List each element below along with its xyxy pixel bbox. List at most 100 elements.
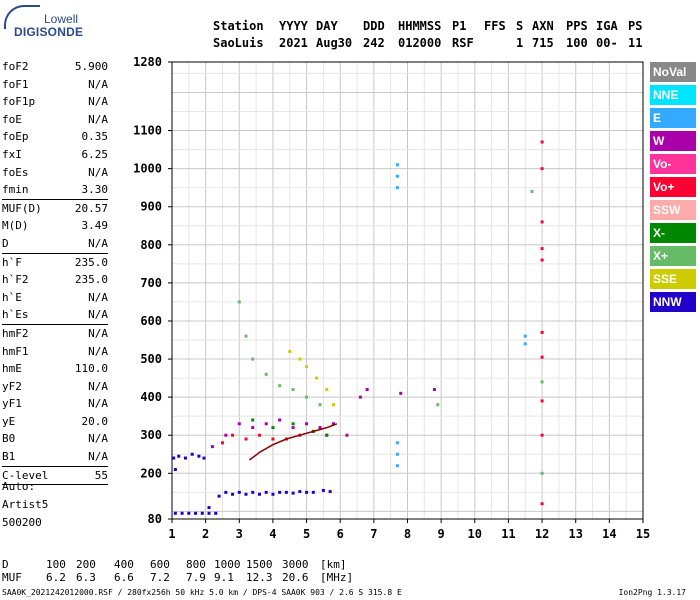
dmuf-d-value: 600 [150, 558, 170, 571]
param-value: N/A [88, 165, 108, 179]
header-value: Aug30 [316, 36, 353, 50]
param-label: foF2 [2, 60, 29, 73]
param-value: 6.25 [81, 147, 109, 161]
x-tick-label: 9 [438, 527, 445, 541]
echo-point [540, 247, 544, 251]
param-separator [2, 465, 108, 467]
param-row: foF1p N/A [2, 93, 108, 111]
param-value: 110.0 [74, 362, 108, 376]
param-label: hmE [2, 362, 22, 376]
echo-point [395, 174, 399, 178]
param-row: B0 N/A [2, 430, 108, 448]
echo-point [214, 511, 218, 515]
echo-point [231, 492, 235, 496]
dmuf-muf-value: 6.3 [76, 571, 96, 584]
param-label: yF1 [2, 397, 22, 411]
echo-point [523, 334, 527, 338]
header-label: AXN [532, 19, 554, 33]
param-value: N/A [88, 77, 108, 91]
x-tick-label: 1 [168, 527, 175, 541]
header-value: 2021 [279, 36, 308, 50]
echo-point [321, 488, 325, 492]
echo-point [540, 433, 544, 437]
echo-point [328, 490, 332, 494]
x-tick-label: 2 [202, 527, 209, 541]
autoscaled-trace [248, 423, 338, 461]
echo-point [305, 395, 309, 399]
param-value: 3.30 [81, 183, 109, 197]
param-value: N/A [88, 379, 108, 393]
echo-point [257, 433, 261, 437]
echo-point [331, 422, 335, 426]
param-row: yF1 N/A [2, 395, 108, 413]
echo-point [365, 388, 369, 392]
auto-line: Artist5 [2, 498, 49, 511]
param-label: foEs [2, 165, 29, 179]
echo-point [210, 445, 214, 449]
param-row: hmF2 N/A [2, 325, 108, 343]
param-label: C-level [2, 468, 49, 482]
param-label: M(D) [2, 219, 29, 233]
param-label: h`Es [2, 308, 29, 322]
auto-line: 500200 [2, 516, 42, 529]
dmuf-d-value: 800 [186, 558, 206, 571]
dmuf-muf-unit: [MHz] [320, 571, 354, 584]
echo-point [540, 167, 544, 171]
param-value: N/A [88, 290, 108, 304]
echo-point [264, 422, 268, 426]
echo-point [436, 403, 440, 407]
dmuf-muf-value: 7.2 [150, 571, 170, 584]
echo-point [395, 441, 399, 445]
param-value: 0.35 [81, 130, 109, 144]
param-row: C-level 55 [2, 467, 108, 485]
dmuf-muf-value: 7.9 [186, 571, 206, 584]
x-tick-label: 15 [636, 527, 650, 541]
y-tick-label: 1280 [133, 55, 162, 69]
param-value: N/A [88, 95, 108, 109]
param-separator [2, 198, 108, 200]
dmuf-muf-value: 12.3 [246, 571, 273, 584]
echo-point [318, 403, 322, 407]
param-row: foF1 N/A [2, 76, 108, 94]
echo-point [220, 441, 224, 445]
param-row: foF2 5.900 [2, 58, 108, 76]
header-label: PPS [566, 19, 588, 33]
param-row: B1 N/A [2, 448, 108, 466]
param-value: N/A [88, 236, 108, 250]
echo-point [202, 456, 206, 460]
header-value: 012000 [398, 36, 442, 50]
echo-point [399, 391, 403, 395]
header-value: 1 [516, 36, 524, 50]
param-row: h`Es N/A [2, 306, 108, 324]
echo-point [284, 490, 288, 494]
echo-point [251, 490, 255, 494]
param-label: h`F2 [2, 273, 29, 287]
param-label: foF1 [2, 77, 29, 91]
echo-point [291, 422, 295, 426]
echo-point [331, 403, 335, 407]
param-label: B0 [2, 432, 16, 446]
param-value: N/A [88, 432, 108, 446]
echo-point [540, 471, 544, 475]
dmuf-d-label: D [2, 558, 9, 571]
echo-point [183, 456, 187, 460]
dmuf-muf-label: MUF [2, 571, 22, 584]
y-tick-label: 200 [140, 466, 162, 480]
header-value: RSF [452, 36, 474, 50]
echo-point [251, 426, 255, 430]
x-tick-label: 10 [468, 527, 482, 541]
echo-point [190, 452, 194, 456]
param-value: N/A [88, 344, 108, 358]
echo-point [540, 380, 544, 384]
echo-point [207, 511, 211, 515]
logo-lowell: Lowell [44, 12, 79, 26]
legend-item: NNW [650, 292, 696, 312]
echo-point [271, 437, 275, 441]
echo-point [540, 220, 544, 224]
dmuf-d-value: 1500 [246, 558, 273, 571]
echo-point [291, 491, 295, 495]
legend-item: X+ [650, 246, 696, 266]
auto-line: Auto: [2, 480, 36, 493]
y-tick-label: 1000 [133, 162, 162, 176]
